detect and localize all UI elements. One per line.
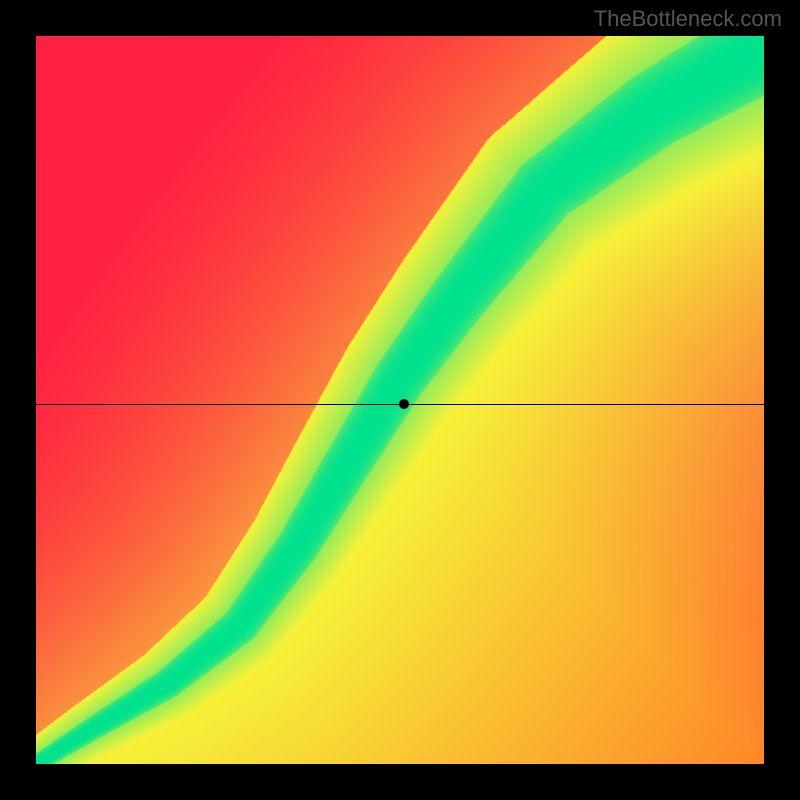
heatmap-plot xyxy=(36,36,764,764)
watermark-text: TheBottleneck.com xyxy=(594,6,782,32)
crosshair-point xyxy=(399,399,409,409)
